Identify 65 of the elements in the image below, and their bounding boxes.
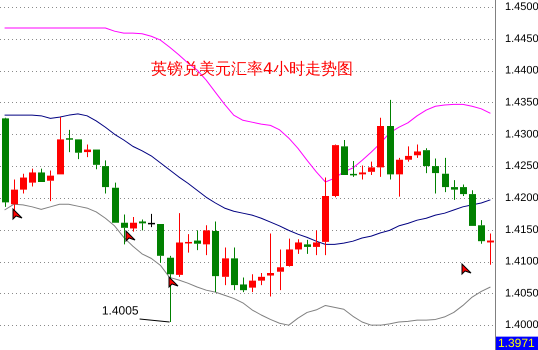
candlestick bbox=[231, 247, 238, 291]
candlestick bbox=[313, 230, 320, 256]
candlestick bbox=[57, 116, 64, 174]
candlestick bbox=[341, 140, 348, 175]
candlestick bbox=[451, 180, 458, 200]
candlestick bbox=[20, 173, 27, 194]
y-tick-label: 1.4250 bbox=[505, 160, 538, 172]
candlestick bbox=[442, 157, 449, 193]
candlestick bbox=[203, 224, 210, 256]
candlestick bbox=[432, 158, 439, 194]
y-tick-label: 1.4150 bbox=[505, 224, 538, 236]
candlestick bbox=[487, 233, 494, 266]
annotation: 1.3971 bbox=[498, 336, 536, 350]
candlestick bbox=[368, 161, 375, 176]
y-tick-label: 1.4100 bbox=[505, 256, 538, 268]
candlestick bbox=[396, 157, 403, 198]
candlestick bbox=[157, 224, 164, 264]
candlestick bbox=[240, 276, 247, 293]
candlestick bbox=[75, 139, 82, 160]
candlestick bbox=[322, 177, 329, 256]
candlestick bbox=[222, 247, 229, 286]
candlestick bbox=[469, 190, 476, 226]
y-tick-label: 1.4300 bbox=[505, 128, 538, 140]
candlestick bbox=[130, 216, 137, 232]
candlestick bbox=[194, 230, 201, 251]
y-tick-label: 1.4500 bbox=[505, 1, 538, 14]
candlestick bbox=[212, 220, 219, 293]
y-tick-label: 1.4200 bbox=[505, 192, 538, 204]
y-tick-label: 1.4050 bbox=[505, 287, 538, 300]
candlestick bbox=[405, 146, 412, 162]
candlestick bbox=[387, 99, 394, 180]
candlestick bbox=[93, 150, 100, 170]
annotation: 1.4005 bbox=[102, 303, 139, 318]
candlestick bbox=[460, 184, 467, 196]
candlestick bbox=[185, 234, 192, 254]
candlestick bbox=[29, 168, 36, 187]
candlestick bbox=[277, 248, 284, 291]
candlestick bbox=[112, 182, 119, 223]
candlestick bbox=[38, 168, 45, 182]
candlestick bbox=[304, 239, 311, 254]
candlestick bbox=[267, 233, 274, 298]
candlestick bbox=[148, 213, 155, 228]
candlestick bbox=[102, 160, 109, 194]
candlestick bbox=[47, 170, 54, 202]
candlestick bbox=[332, 145, 339, 198]
candlestick bbox=[359, 164, 366, 180]
candlestick bbox=[2, 118, 9, 208]
candlestick bbox=[478, 220, 485, 244]
candlestick bbox=[423, 148, 430, 174]
candlestick bbox=[350, 160, 357, 178]
candlestick bbox=[176, 212, 183, 278]
candlestick bbox=[295, 238, 302, 254]
candlestick bbox=[84, 144, 91, 158]
candlestick bbox=[377, 117, 384, 178]
y-tick-label: 1.4000 bbox=[505, 319, 538, 332]
y-tick-label: 1.4450 bbox=[505, 32, 538, 45]
candlestick bbox=[258, 272, 265, 286]
y-tick-label: 1.4350 bbox=[505, 96, 538, 108]
candlestick bbox=[66, 129, 73, 153]
candlestick bbox=[121, 214, 128, 245]
y-tick-label: 1.4400 bbox=[505, 64, 538, 77]
candlestick bbox=[167, 255, 174, 322]
candlestick bbox=[414, 144, 421, 158]
candlestick bbox=[249, 274, 256, 293]
candlestick bbox=[139, 219, 146, 231]
